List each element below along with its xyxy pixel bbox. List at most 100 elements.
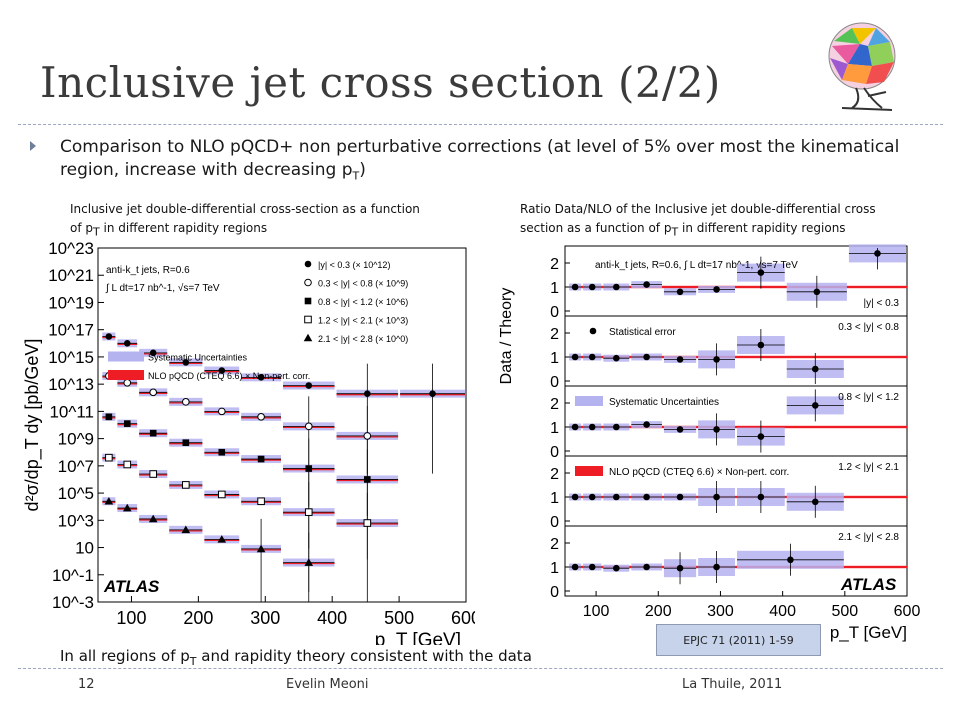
data-point [149,429,157,437]
x-axis-label: p_T [GeV] [375,630,461,645]
legend-label: 1.2 < |y| < 2.1 (× 10^3) [318,316,408,326]
y-tick-label: 10^17 [48,321,94,340]
ratio-panel [564,385,908,457]
data-point [811,365,819,373]
data-point [123,378,132,387]
data-point [122,503,132,512]
ratio-panel [564,455,908,527]
data-point [123,460,132,469]
atlas-label: ATLAS [840,575,897,594]
data-point [757,341,765,349]
conclusion-text-b: and rapidity theory consistent with the … [196,647,532,665]
data-point [676,426,684,433]
chart-annotation: anti-k_t jets, R=0.6 [106,265,190,276]
data-point [305,465,313,472]
y-tick-label: 0 [550,444,559,461]
legend-label: NLO pQCD (CTEQ 6.6) × Non-pert. corr. [148,371,310,381]
x-tick-label: 500 [831,603,858,620]
data-point [643,563,650,571]
data-point [304,315,312,324]
y-tick-label: 0 [550,374,559,391]
data-point [304,558,314,566]
rapidity-label: 0.8 < |y| < 1.2 [838,392,899,403]
right-caption: Ratio Data/NLO of the Inclusive jet doub… [520,200,920,241]
data-point [713,563,720,571]
data-point [304,297,312,305]
data-point [588,353,596,361]
y-tick-label: 10^-3 [52,593,94,612]
conclusion-subscript: T [189,655,197,668]
data-point [643,493,650,501]
right-caption-line2b: in different rapidity regions [678,221,846,235]
y-tick-label: 1 [550,280,559,297]
title-rule [18,124,943,125]
data-point [588,283,596,291]
data-point [757,433,765,440]
left-caption-line2b: in different rapidity regions [99,221,268,235]
data-point [713,426,720,433]
data-point [303,333,313,342]
ratio-panel [564,315,908,387]
data-point [787,556,794,564]
data-point [305,382,313,389]
data-point [364,390,371,397]
data-point [713,356,720,363]
theory-band [571,355,907,359]
legend-label: Statistical error [609,327,676,338]
data-point [643,421,650,428]
data-point [105,413,113,421]
data-point [304,278,312,287]
footer-author: Evelin Meoni [286,677,369,692]
legend-label: 0.8 < |y| < 1.2 (× 10^6) [318,297,408,307]
data-point [149,349,157,357]
footer-page-number: 12 [78,677,95,692]
data-point [257,413,265,421]
data-point [643,281,650,288]
data-point [757,269,765,276]
legend-label: Systematic Uncertainties [609,397,719,408]
data-point [676,288,684,296]
x-tick-label: 400 [769,603,796,620]
data-point [105,333,113,340]
bullet-item: Comparison to NLO pQCD+ non perturbative… [30,136,945,187]
y-tick-label: 10 [75,539,94,558]
legend-marker [589,327,597,335]
data-point [676,564,684,572]
data-point [217,535,227,543]
y-tick-label: 2 [550,536,559,553]
y-tick-label: 2 [550,326,559,343]
x-tick-label: 300 [707,603,734,620]
y-tick-label: 2 [550,396,559,413]
data-point [123,340,131,347]
right-caption-subscript: T [671,225,679,239]
cross-section-chart: 10^23 10^21 10^19 10^17 10^15 10^13 10^11 10^9 1… [20,240,475,645]
data-point [813,288,821,296]
legend-swatch [108,351,144,362]
data-point [874,250,881,257]
y-tick-label: 10^5 [58,484,94,503]
data-point [588,493,596,501]
rapidity-label: |y| < 0.3 [864,298,900,309]
y-tick-label: 10^7 [58,457,94,476]
data-point [182,439,190,446]
data-point [364,476,371,483]
data-point [588,563,596,571]
y-axis-label: Data / Theory [498,288,515,385]
data-point [571,423,579,431]
data-point [182,481,190,489]
data-point [105,453,113,462]
data-point [811,402,819,409]
y-tick-label: 1 [550,560,559,577]
data-point [149,388,157,397]
x-tick-label: 100 [583,603,610,620]
bullet-arrow-icon [30,141,36,151]
ratio-panel [564,525,908,597]
rapidity-label: 1.2 < |y| < 2.1 [838,462,899,473]
data-point [363,519,372,527]
x-tick-label: 300 [250,608,280,628]
x-tick-label: 600 [451,608,475,628]
conclusion-text-a: In all regions of p [60,647,190,665]
y-tick-label: 0 [550,514,559,531]
y-tick-label: 0 [550,584,559,601]
legend-swatch [575,466,603,476]
